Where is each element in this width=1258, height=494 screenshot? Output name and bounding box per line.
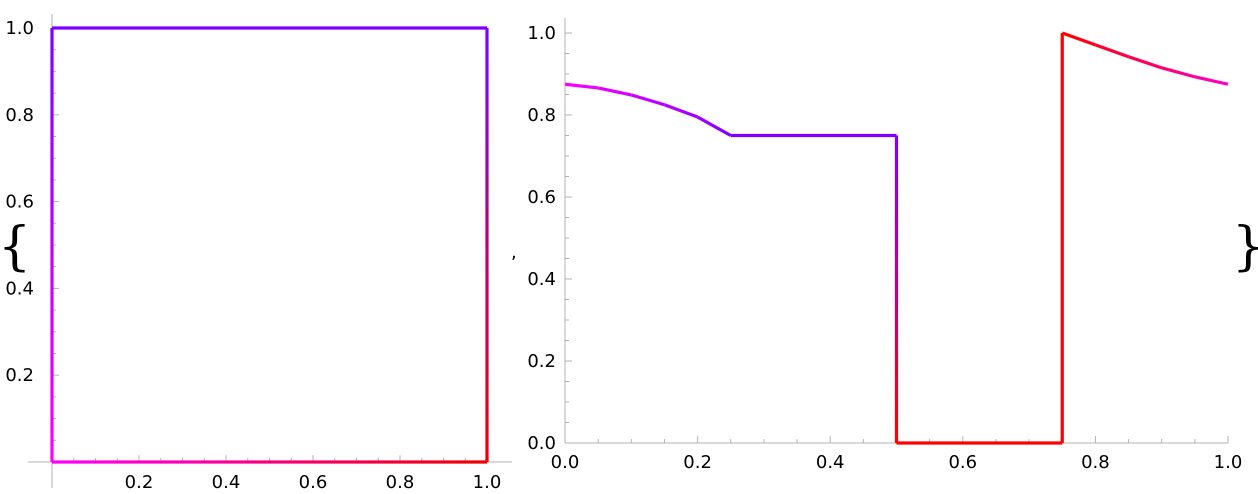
left-plot: 0.2 0.4 0.6 0.8 1.0 0.2 0.4 0.6 0.8 1.0 (5, 14, 512, 493)
x-tick-label: 0.0 (551, 452, 580, 473)
series-line-segment (1094, 43, 1130, 59)
x-tick-label: 0.8 (386, 472, 415, 493)
y-tick-label: 0.8 (527, 105, 556, 126)
x-tick-label: 0.2 (125, 472, 154, 493)
x-tick-label: 0.8 (1081, 452, 1110, 473)
series-line-segment (1128, 55, 1163, 70)
series-line-segment (1194, 75, 1229, 86)
y-tick-label: 1.0 (527, 23, 556, 44)
y-tick-label: 1.0 (5, 18, 34, 39)
series-line-segment (597, 86, 632, 97)
y-tick-label: 0.6 (5, 192, 34, 213)
y-tick-label: 0.2 (527, 351, 556, 372)
y-tick-label: 0.6 (527, 187, 556, 208)
comma-separator: , (511, 242, 517, 263)
series-line-segment (1161, 66, 1196, 79)
x-tick-label: 0.6 (948, 452, 977, 473)
y-tick-label: 0.0 (527, 433, 556, 454)
series-line-segment (630, 93, 665, 107)
open-brace: { (0, 217, 31, 277)
right-plot: 0.0 0.2 0.4 0.6 0.8 1.0 0.0 0.2 0.4 0.6 0.8 1.0 (527, 18, 1242, 473)
y-tick-label: 0.8 (5, 105, 34, 126)
series-line-segment (564, 82, 599, 90)
series-line-segment (696, 115, 732, 137)
series-line-segment (663, 103, 699, 119)
x-tick-label: 1.0 (1214, 452, 1243, 473)
x-tick-label: 0.4 (816, 452, 845, 473)
x-tick-label: 0.2 (683, 452, 712, 473)
series-line-segment (1061, 31, 1096, 47)
x-tick-label: 1.0 (473, 472, 502, 493)
close-brace: } (1232, 217, 1258, 277)
x-tick-label: 0.6 (299, 472, 328, 493)
x-tick-label: 0.4 (212, 472, 241, 493)
y-tick-label: 0.2 (5, 365, 34, 386)
y-tick-label: 0.4 (5, 278, 34, 299)
y-tick-label: 0.4 (527, 269, 556, 290)
